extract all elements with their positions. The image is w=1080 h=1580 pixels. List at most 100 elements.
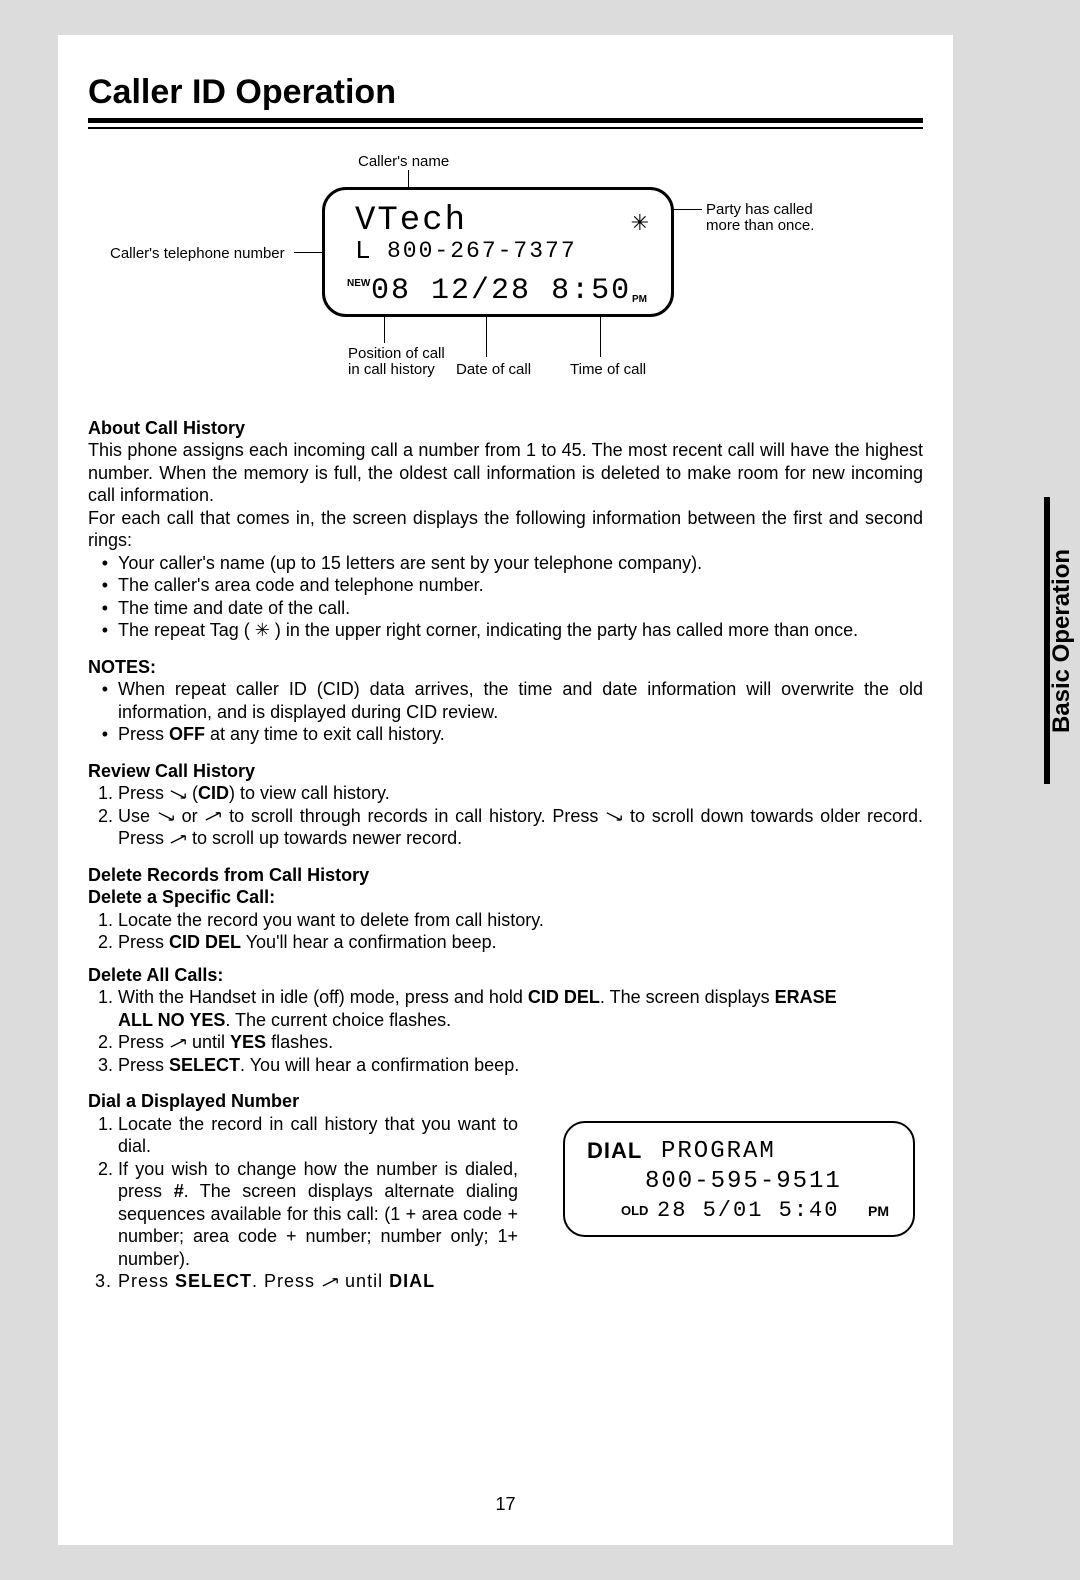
up-arrow-icon: [321, 1277, 339, 1288]
down-arrow-icon: [605, 811, 623, 822]
label-time: Time of call: [570, 361, 646, 378]
lcd-screen-1: VTech ✳ L 800-267-7377 NEW 08 12/28 8:50…: [322, 187, 674, 317]
lcd2-dial: DIAL: [587, 1137, 642, 1165]
down-arrow-icon: [157, 811, 175, 822]
delete-a3: Press SELECT. You will hear a confirmati…: [118, 1054, 848, 1077]
t: You'll hear a confirmation beep.: [241, 932, 497, 952]
lcd-L: L: [355, 236, 371, 266]
about-b1: Your caller's name (up to 15 letters are…: [118, 552, 923, 575]
t: . The current choice flashes.: [225, 1010, 451, 1030]
label-phone: Caller's telephone number: [110, 245, 285, 262]
label-pos-l1: Position of call: [348, 345, 445, 362]
dial-key: DIAL: [389, 1271, 435, 1291]
lcd-caller-name: VTech: [355, 202, 467, 240]
lcd-pos: 08: [371, 274, 411, 308]
notes-n1: When repeat caller ID (CID) data arrives…: [118, 678, 923, 723]
t: Press: [118, 932, 169, 952]
label-caller-name: Caller's name: [358, 153, 449, 170]
manual-page: Caller ID Operation Caller's name Caller…: [58, 35, 953, 1545]
t: (: [187, 783, 198, 803]
review-s1: Press (CID) to view call history.: [118, 782, 923, 805]
down-arrow-icon: [169, 789, 187, 800]
up-arrow-icon: [169, 834, 187, 845]
t: Press: [118, 1271, 175, 1291]
dial-s3: Press SELECT. Press until DIAL: [118, 1270, 518, 1293]
lcd-pm: PM: [632, 294, 647, 305]
lcd-screen-2: DIAL PROGRAM 800-595-9511 OLD 28 5/01 5:…: [563, 1121, 915, 1237]
t: or: [175, 806, 205, 826]
about-p1: This phone assigns each incoming call a …: [88, 439, 923, 507]
delete-a2: Press until YES flashes.: [118, 1031, 848, 1054]
cid-key: CID: [198, 783, 229, 803]
select-key: SELECT: [169, 1055, 240, 1075]
body-content: About Call History This phone assigns ea…: [88, 417, 923, 1293]
delete-heading: Delete Records from Call History: [88, 864, 923, 887]
delete-a1: With the Handset in idle (off) mode, pre…: [118, 986, 848, 1031]
about-b2: The caller's area code and telephone num…: [118, 574, 923, 597]
t: Use: [118, 806, 157, 826]
review-s2: Use or to scroll through records in call…: [118, 805, 923, 850]
rule-thick: [88, 118, 923, 123]
lcd-row3: 08 12/28 8:50: [371, 274, 631, 308]
t: at any time to exit call history.: [205, 724, 445, 744]
dial-s1: Locate the record in call history that y…: [118, 1113, 518, 1158]
label-date: Date of call: [456, 361, 531, 378]
t: ) in the upper right corner, indicating …: [275, 620, 858, 640]
lcd-new: NEW: [347, 278, 370, 289]
t: flashes.: [266, 1032, 333, 1052]
t: until: [187, 1032, 230, 1052]
label-pos-l2: in call history: [348, 361, 435, 378]
lcd2-old: OLD: [621, 1203, 648, 1219]
label-repeat-l2: more than once.: [706, 217, 814, 234]
page-title: Caller ID Operation: [88, 73, 923, 112]
select-key: SELECT: [175, 1271, 252, 1291]
up-arrow-icon: [169, 1038, 187, 1049]
t: to scroll through records in call histor…: [222, 806, 605, 826]
t: until: [339, 1271, 389, 1291]
side-tab-label: Basic Operation: [1048, 548, 1076, 732]
yes-key: YES: [230, 1032, 266, 1052]
off-key: OFF: [169, 724, 205, 744]
dial-s2: If you wish to change how the number is …: [118, 1158, 518, 1271]
lcd-time: 8:50: [551, 274, 631, 308]
repeat-tag-icon: ✳: [250, 620, 275, 640]
t: . Press: [252, 1271, 321, 1291]
lcd2-phone: 800-595-9511: [645, 1167, 842, 1197]
notes-heading: NOTES:: [88, 656, 923, 679]
up-arrow-icon: [204, 811, 222, 822]
page-number: 17: [58, 1494, 953, 1515]
dial-heading: Dial a Displayed Number: [88, 1090, 923, 1113]
t: Press: [118, 1055, 169, 1075]
t: Press: [118, 1032, 169, 1052]
label-repeat-l1: Party has called: [706, 201, 813, 218]
about-heading: About Call History: [88, 417, 923, 440]
delete-sub2: Delete All Calls:: [88, 964, 923, 987]
caller-id-diagram: Caller's name Caller's telephone number …: [88, 153, 923, 403]
side-tab: Basic Operation: [1044, 497, 1074, 784]
lcd-phone: 800-267-7377: [387, 238, 577, 264]
rule-thin: [88, 127, 923, 129]
lcd-screen-2-wrap: DIAL PROGRAM 800-595-9511 OLD 28 5/01 5:…: [563, 1121, 923, 1237]
t: Press: [118, 783, 169, 803]
t: . You will hear a confirmation beep.: [240, 1055, 519, 1075]
cid-del-key: CID DEL: [528, 987, 600, 1007]
hash-key: #: [174, 1181, 184, 1201]
lcd-date: 12/28: [431, 274, 531, 308]
review-heading: Review Call History: [88, 760, 923, 783]
t: Press: [118, 724, 169, 744]
t: With the Handset in idle (off) mode, pre…: [118, 987, 528, 1007]
about-b3: The time and date of the call.: [118, 597, 923, 620]
lcd2-date: 28 5/01 5:40: [657, 1197, 839, 1225]
t: ) to view call history.: [229, 783, 390, 803]
lcd2-program: PROGRAM: [661, 1137, 776, 1167]
notes-n2: Press OFF at any time to exit call histo…: [118, 723, 923, 746]
lcd-repeat-icon: ✳: [631, 210, 649, 236]
lcd2-pm: PM: [868, 1203, 889, 1221]
t: to scroll up towards newer record.: [187, 828, 462, 848]
cid-del-key: CID DEL: [169, 932, 241, 952]
delete-d1: Locate the record you want to delete fro…: [118, 909, 923, 932]
about-p2: For each call that comes in, the screen …: [88, 507, 923, 552]
delete-d2: Press CID DEL You'll hear a confirmation…: [118, 931, 923, 954]
t: The repeat Tag (: [118, 620, 250, 640]
delete-sub1: Delete a Specific Call:: [88, 886, 923, 909]
